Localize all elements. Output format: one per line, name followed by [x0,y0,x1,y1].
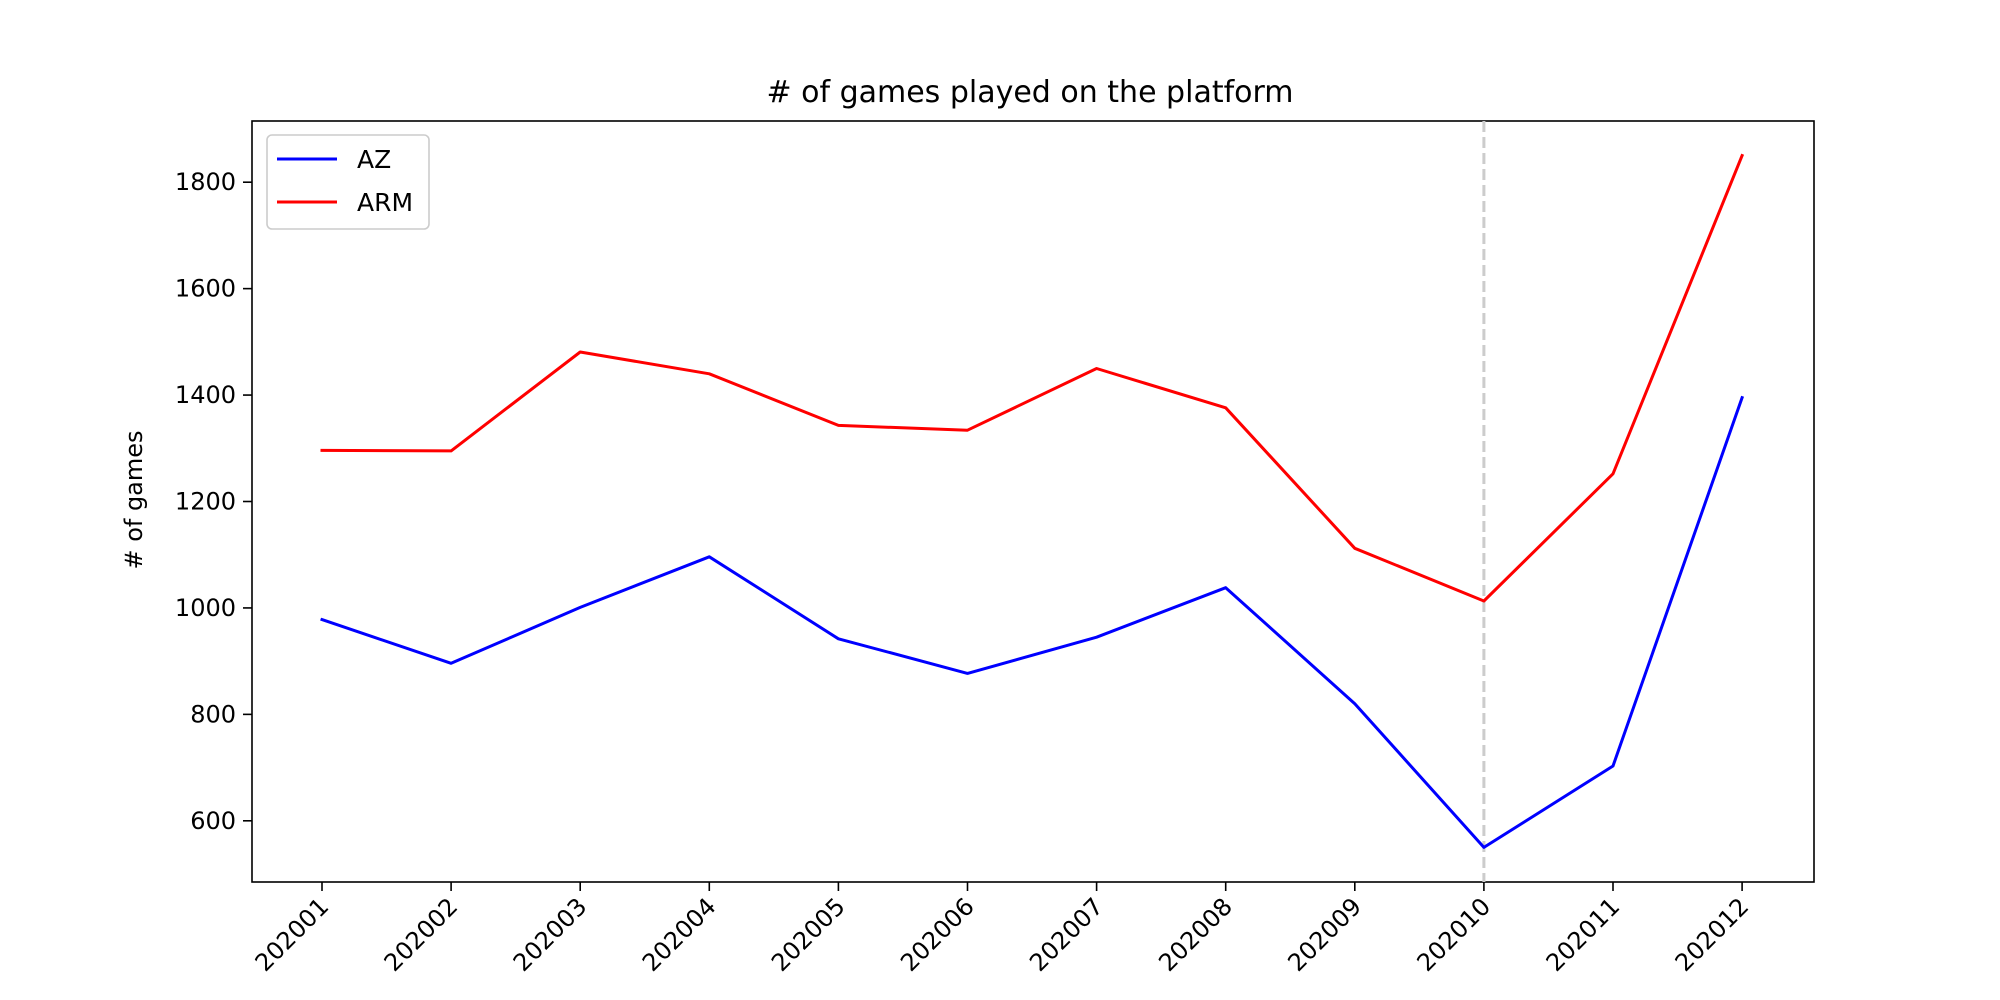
series-line-arm [320,153,1745,603]
x-tick-label: 202010 [1412,892,1497,977]
y-tick-label: 1600 [175,275,236,303]
chart-title: # of games played on the platform [766,75,1293,110]
legend-label: AZ [357,145,391,174]
plot-frame [251,120,1815,883]
legend: AZ ARM [266,134,430,230]
legend-label: ARM [357,188,413,217]
y-tick-label: 1800 [175,168,236,196]
x-tick-label: 202004 [637,892,722,977]
y-axis-title: # of games [120,430,148,569]
x-tick-label: 202009 [1282,892,1367,977]
x-tick-label: 202011 [1541,892,1626,977]
x-tick-label: 202002 [379,892,464,977]
plot-area: 600 800 1000 1200 1400 1600 1800 202001 202002 20… [175,120,1815,977]
x-tick-label: 202007 [1024,892,1109,977]
x-tick-label: 202008 [1153,892,1238,977]
y-tick-label: 800 [190,700,236,728]
x-tick-label: 202003 [508,892,593,977]
x-tick-label: 202001 [250,892,335,977]
y-tick-label: 1400 [175,381,236,409]
x-tick-label: 202012 [1670,892,1755,977]
x-tick-label: 202006 [895,892,980,977]
x-tick-label: 202005 [766,892,851,977]
y-tick-label: 1000 [175,594,236,622]
y-tick-label: 1200 [175,488,236,516]
y-tick-label: 600 [190,807,236,835]
series-line-az [320,395,1745,849]
